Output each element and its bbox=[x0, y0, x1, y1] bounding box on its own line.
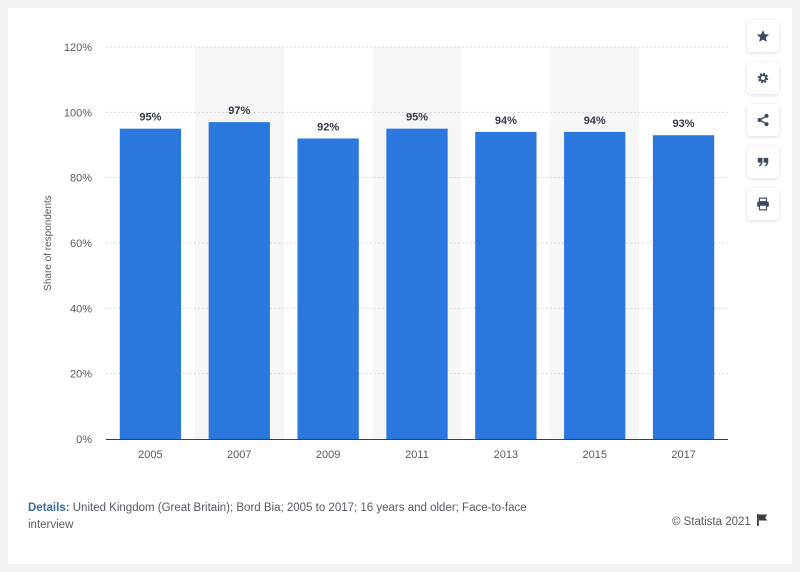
bar-value-label: 97% bbox=[228, 105, 250, 117]
y-tick-label: 40% bbox=[70, 303, 92, 315]
bar bbox=[119, 128, 182, 439]
bar bbox=[652, 135, 715, 439]
chart-toolbar bbox=[747, 20, 781, 230]
x-tick-label: 2009 bbox=[316, 449, 340, 461]
bar bbox=[475, 131, 537, 439]
flag-icon[interactable] bbox=[756, 514, 768, 529]
y-tick-label: 20% bbox=[70, 369, 92, 381]
bar bbox=[564, 131, 626, 439]
bar bbox=[386, 128, 448, 439]
x-tick-label: 2007 bbox=[227, 449, 251, 461]
bar-value-label: 93% bbox=[673, 118, 695, 130]
bar-value-label: 95% bbox=[139, 112, 161, 124]
x-tick-label: 2005 bbox=[138, 449, 162, 461]
x-tick-label: 2011 bbox=[405, 449, 429, 461]
print-icon bbox=[757, 197, 769, 211]
y-tick-label: 100% bbox=[64, 107, 92, 119]
bar-value-label: 94% bbox=[495, 115, 517, 127]
cite-button[interactable] bbox=[747, 146, 779, 178]
bar bbox=[297, 138, 359, 439]
star-icon bbox=[756, 30, 770, 42]
y-tick-label: 80% bbox=[70, 173, 92, 185]
bar-value-label: 92% bbox=[317, 121, 339, 133]
share-button[interactable] bbox=[747, 104, 779, 136]
bar-value-label: 94% bbox=[584, 115, 606, 127]
bar-value-label: 95% bbox=[406, 112, 428, 124]
y-tick-label: 60% bbox=[70, 238, 92, 250]
y-axis-label: Share of respondents bbox=[43, 195, 54, 291]
details-label: Details: bbox=[28, 502, 70, 514]
y-tick-label: 120% bbox=[64, 42, 92, 54]
quote-icon bbox=[757, 157, 769, 167]
gear-icon bbox=[757, 72, 769, 84]
y-tick-label: 0% bbox=[76, 434, 92, 446]
copyright-text[interactable]: © Statista 2021 bbox=[672, 515, 751, 528]
details-text: United Kingdom (Great Britain); Bord Bia… bbox=[28, 502, 527, 531]
print-button[interactable] bbox=[747, 188, 779, 220]
x-tick-label: 2017 bbox=[671, 449, 695, 461]
x-tick-label: 2015 bbox=[582, 449, 606, 461]
settings-button[interactable] bbox=[747, 62, 779, 94]
copyright-notice: © Statista 2021 bbox=[672, 514, 768, 529]
bar bbox=[208, 122, 270, 439]
favorite-button[interactable] bbox=[747, 20, 779, 52]
share-icon bbox=[757, 113, 769, 127]
x-tick-label: 2013 bbox=[494, 449, 518, 461]
details-note: Details: United Kingdom (Great Britain);… bbox=[28, 500, 568, 534]
